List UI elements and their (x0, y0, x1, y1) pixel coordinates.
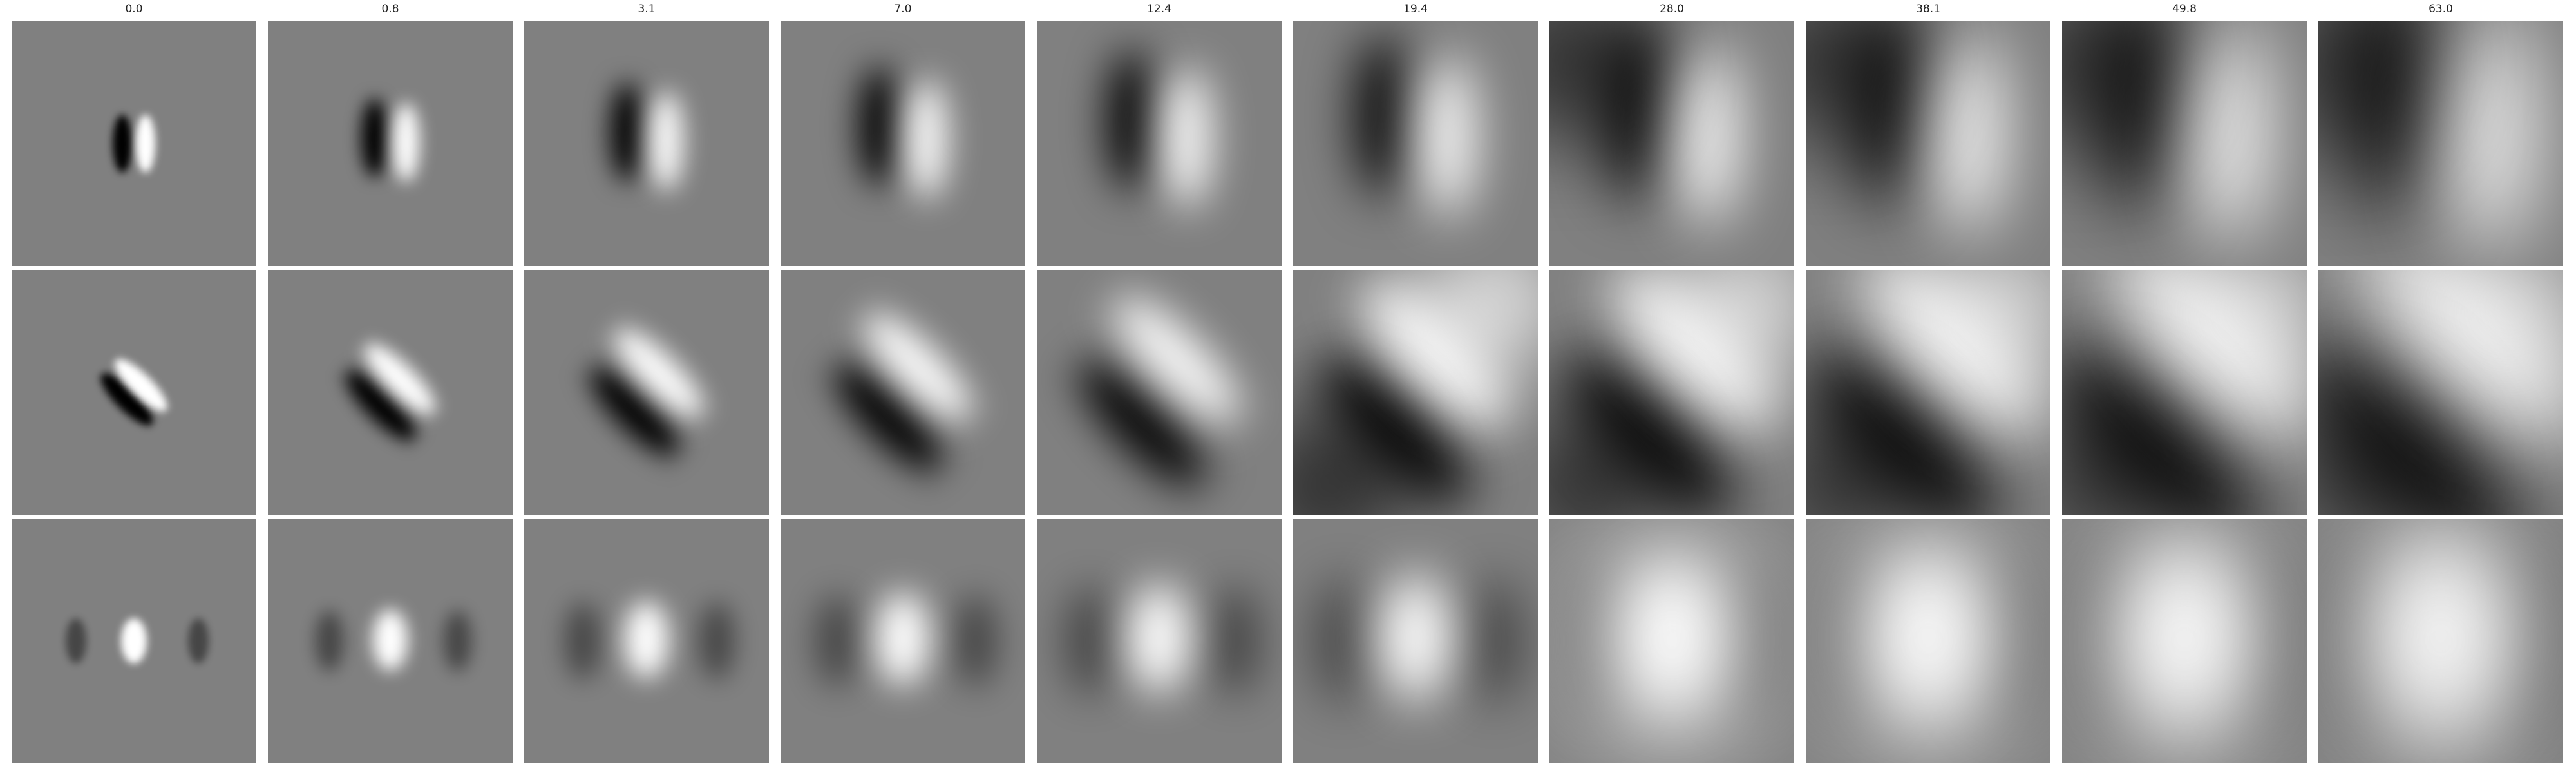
panel-row-3-col-7 (1549, 519, 1794, 763)
panel-row-1-col-2 (268, 21, 513, 266)
column-title: 3.1 (638, 3, 656, 15)
panel-blob (121, 618, 147, 663)
panel-row-2-col-8 (1806, 270, 2050, 515)
panel-row-3-col-6 (1293, 519, 1538, 763)
panel-row-3-col-1 (12, 519, 256, 763)
panel-row-2-col-10 (2318, 270, 2563, 515)
panel-row-2-col-6 (1293, 270, 1538, 515)
panel-blob (565, 602, 601, 680)
panel-row-1-col-6 (1293, 21, 1538, 266)
panel-row-2-col-3 (524, 270, 769, 515)
column-title: 12.4 (1147, 3, 1171, 15)
panel-row-1-col-3 (524, 21, 769, 266)
panel-row-3-col-4 (781, 519, 1025, 763)
panel-blob (1678, 44, 1739, 226)
panel-row-2-col-7 (1549, 270, 1794, 515)
panel-row-1-col-8 (1806, 21, 2050, 266)
panel-blob (858, 66, 899, 187)
panel-row-3-col-9 (2062, 519, 2307, 763)
panel-blob (361, 99, 388, 178)
panel-blob (1556, 525, 1788, 757)
panel-row-3-col-10 (2318, 519, 2563, 763)
column-title: 49.8 (2172, 3, 2197, 15)
panel-blob (907, 79, 947, 200)
panel-blob (1935, 32, 2003, 235)
panel-blob (315, 610, 344, 672)
panel-row-3-col-8 (1806, 519, 2050, 763)
panel-row-3-col-5 (1037, 519, 1282, 763)
panel-blob (66, 618, 86, 663)
panel-row-1-col-9 (2062, 21, 2307, 266)
panel-blob (1421, 55, 1475, 217)
panel-blob (2192, 21, 2266, 244)
panel-blob (650, 91, 683, 191)
column-title: 0.0 (125, 3, 143, 15)
panel-blob (113, 115, 132, 173)
panel-blob (2325, 525, 2557, 757)
panel-blob (1164, 68, 1211, 209)
panel-row-3-col-3 (524, 519, 769, 763)
panel-blob (443, 610, 472, 672)
panel-row-3-col-2 (268, 519, 513, 763)
panel-row-2-col-9 (2062, 270, 2307, 515)
panel-blob (393, 102, 419, 182)
panel-blob (815, 594, 858, 688)
panel-blob (954, 594, 998, 688)
panel-row-1-col-7 (1549, 21, 1794, 266)
panel-blob (1465, 578, 1523, 704)
panel-blob (1812, 525, 2044, 757)
panel-blob (1065, 586, 1115, 696)
panel-blob (2069, 525, 2300, 757)
panel-row-1-col-4 (781, 21, 1025, 266)
panel-row-2-col-2 (268, 270, 513, 515)
panel-blob (624, 600, 669, 678)
column-title: 38.1 (1916, 3, 1940, 15)
column-title: 19.4 (1403, 3, 1428, 15)
panel-blob (188, 618, 209, 663)
panel-blob (372, 609, 408, 671)
column-title: 0.8 (381, 3, 399, 15)
panel-blob (699, 602, 735, 680)
panel-blob (1314, 578, 1372, 704)
column-title: 7.0 (894, 3, 912, 15)
panel-row-2-col-5 (1037, 270, 1282, 515)
panel-row-1-col-10 (2318, 21, 2563, 266)
panel-row-2-col-4 (781, 270, 1025, 515)
column-title: 28.0 (1660, 3, 1684, 15)
panel-row-2-col-1 (12, 270, 256, 515)
panel-blob (1379, 575, 1452, 700)
panel-blob (1128, 583, 1191, 693)
panel-blob (1356, 34, 1410, 196)
panel-blob (1108, 50, 1155, 191)
panel-blob (610, 82, 643, 182)
panel-blob (136, 115, 155, 173)
panel-blob (1210, 586, 1260, 696)
column-title: 63.0 (2429, 3, 2453, 15)
panel-row-1-col-1 (12, 21, 256, 266)
panel-row-1-col-5 (1037, 21, 1282, 266)
panel-blob (876, 592, 930, 685)
panel-blob (2448, 21, 2530, 253)
